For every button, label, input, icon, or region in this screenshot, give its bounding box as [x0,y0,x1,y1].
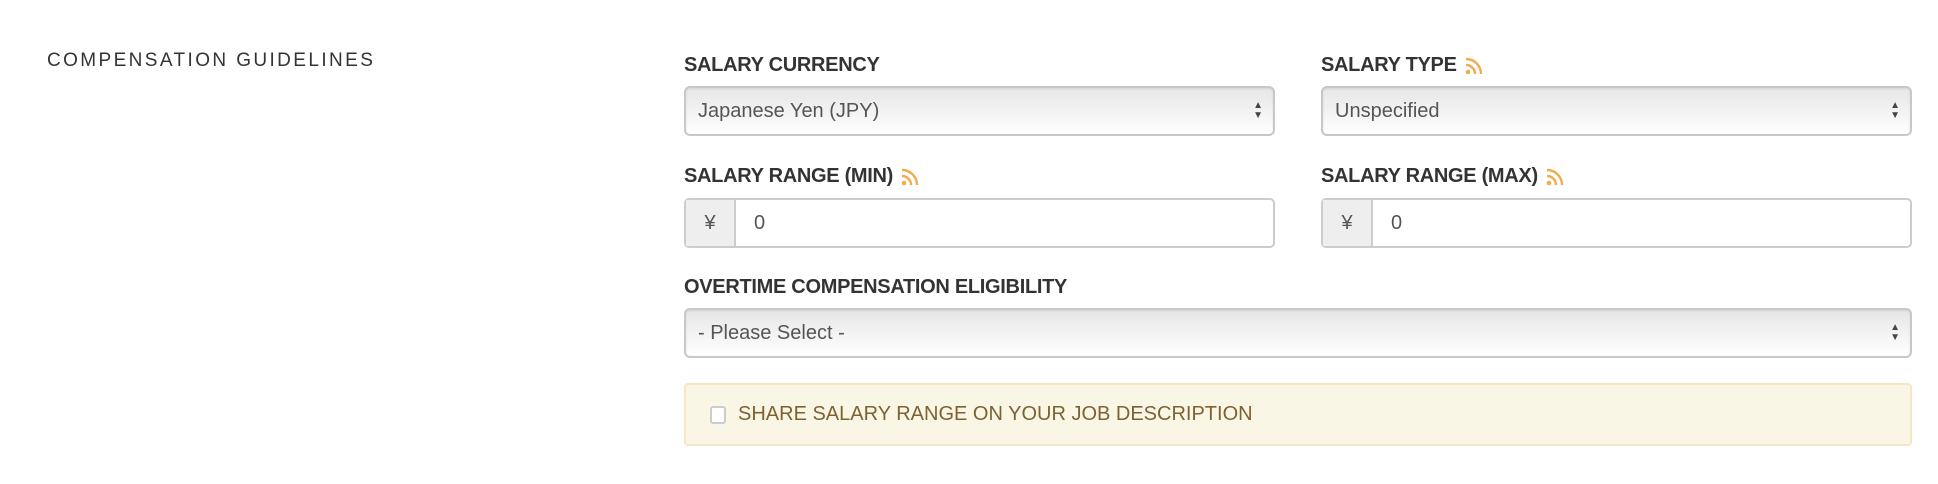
share-salary-box: SHARE SALARY RANGE ON YOUR JOB DESCRIPTI… [684,383,1912,446]
section-title: COMPENSATION GUIDELINES [47,50,376,71]
selected-value: Unspecified [1335,99,1440,122]
yen-addon: ¥ [1323,200,1373,246]
select-arrows-icon: ▲ ▼ [1253,100,1263,121]
salary-max-input-group: ¥0 [1321,198,1912,248]
overtime-label: OVERTIME COMPENSATION ELIGIBILITY [684,276,1067,299]
share-salary-label[interactable]: SHARE SALARY RANGE ON YOUR JOB DESCRIPTI… [738,403,1253,425]
salary-currency-label: SALARY CURRENCY [684,54,880,77]
overtime-select[interactable]: - Please Select - ▲ ▼ [684,308,1912,358]
selected-value: Japanese Yen (JPY) [698,99,880,122]
salary-min-input-group: ¥0 [684,198,1275,248]
share-salary-checkbox[interactable] [710,405,726,424]
salary-min-input[interactable]: 0 [754,211,766,234]
select-arrows-icon: ▲ ▼ [1890,100,1900,121]
select-arrows-icon: ▲ ▼ [1890,322,1900,343]
salary-max-label: SALARY RANGE (MAX) [1321,165,1564,188]
label-text: OVERTIME COMPENSATION ELIGIBILITY [684,276,1068,298]
salary-min-label: SALARY RANGE (MIN) [684,165,919,188]
salary-type-label: SALARY TYPE [1321,54,1483,77]
label-text: SALARY RANGE (MIN) [684,165,894,187]
rss-icon [901,168,919,185]
salary-currency-select[interactable]: Japanese Yen (JPY) ▲ ▼ [684,86,1275,136]
selected-value: - Please Select - [698,321,845,344]
rss-icon [1546,168,1564,185]
rss-icon [1465,57,1482,74]
label-text: SALARY RANGE (MAX) [1321,165,1538,187]
salary-max-input[interactable]: 0 [1391,211,1403,234]
label-text: SALARY TYPE [1321,54,1457,76]
salary-type-select[interactable]: Unspecified ▲ ▼ [1321,86,1912,136]
yen-addon: ¥ [686,200,736,246]
label-text: SALARY CURRENCY [684,54,880,76]
